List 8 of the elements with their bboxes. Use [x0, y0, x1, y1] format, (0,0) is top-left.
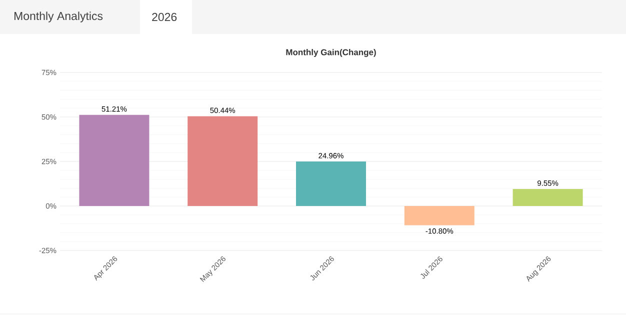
- chart-title: Monthly Gain(Change): [286, 49, 376, 57]
- bar: [296, 162, 366, 206]
- bar: [79, 114, 150, 206]
- bar: [512, 188, 583, 206]
- bar: [404, 206, 474, 226]
- bar: [188, 116, 258, 206]
- text: 2026: [152, 12, 177, 22]
- text: Monthly Analytics: [14, 12, 103, 22]
